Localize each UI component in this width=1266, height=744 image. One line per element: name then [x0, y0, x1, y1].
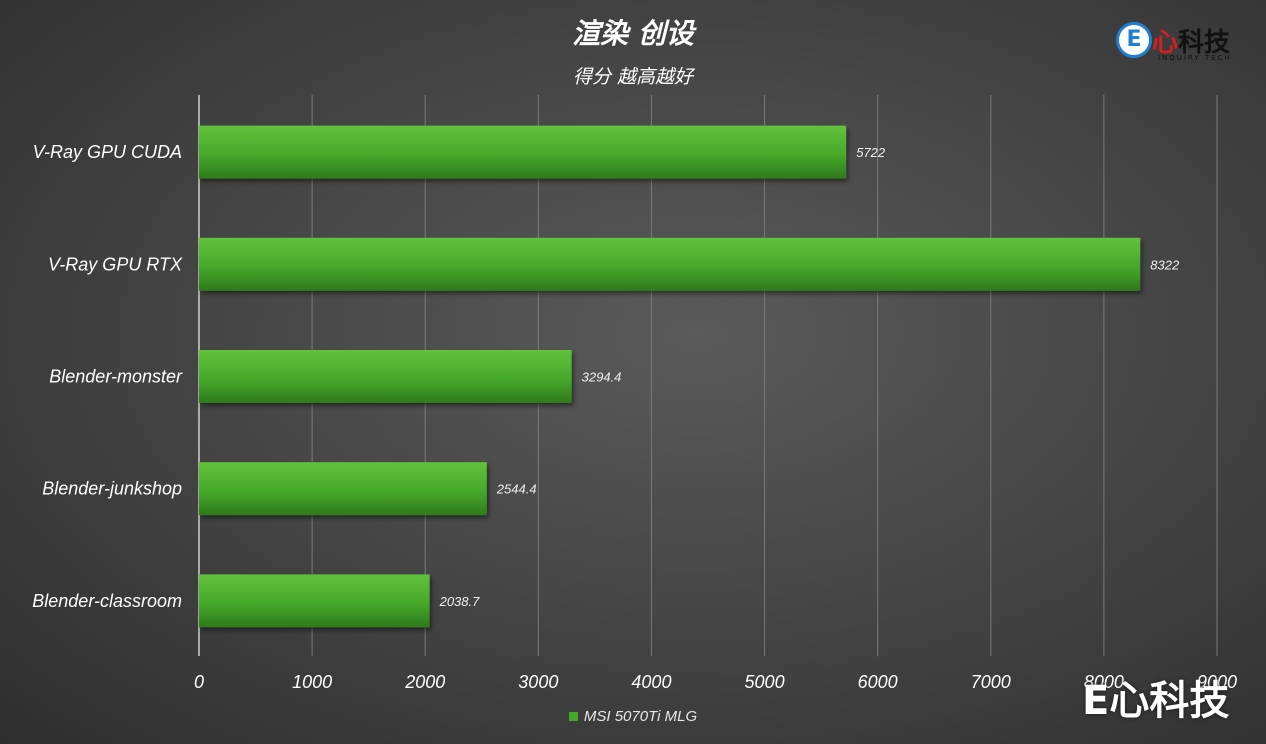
- data-label: 2038.7: [439, 594, 481, 609]
- logo-brand-text: 心科技: [1152, 22, 1230, 59]
- x-tick-label: 0: [194, 672, 204, 692]
- logo-heart: 心: [1152, 28, 1179, 58]
- x-tick-label: 8000: [1084, 672, 1124, 692]
- bar: [199, 574, 430, 628]
- x-tick-label: 7000: [971, 672, 1011, 692]
- x-tick-label: 5000: [745, 672, 785, 692]
- data-label: 5722: [856, 145, 886, 160]
- category-label: V-Ray GPU CUDA: [33, 142, 182, 162]
- logo-tagline: INQUIRY TECH: [1158, 54, 1232, 62]
- logo-brand: 科技: [1178, 28, 1231, 58]
- category-label: Blender-junkshop: [42, 479, 182, 499]
- category-label: Blender-classroom: [32, 591, 182, 611]
- logo-e-icon: E: [1116, 22, 1152, 58]
- bar: [199, 125, 847, 179]
- bar: [199, 237, 1141, 291]
- bar: [199, 350, 572, 403]
- x-tick-label: 1000: [292, 672, 332, 692]
- data-label: 3294.4: [582, 370, 622, 385]
- chart-subtitle: 得分 越高越好: [572, 66, 694, 88]
- x-tick-label: 2000: [404, 672, 445, 692]
- x-tick-label: 3000: [518, 672, 558, 692]
- category-label: Blender-monster: [49, 367, 183, 387]
- category-label: V-Ray GPU RTX: [48, 254, 183, 274]
- legend-swatch: [568, 712, 578, 721]
- brand-logo: E 心科技 INQUIRY TECH: [1114, 20, 1244, 64]
- legend-label: MSI 5070Ti MLG: [583, 708, 698, 725]
- data-label: 8322: [1150, 257, 1180, 272]
- x-tick-label: 6000: [858, 672, 898, 692]
- x-tick-label: 9000: [1197, 672, 1237, 692]
- chart-legend: MSI 5070Ti MLG: [0, 708, 1266, 725]
- data-label: 2544.4: [496, 482, 537, 497]
- x-tick-label: 4000: [631, 672, 671, 692]
- chart-title: 渲染 创设: [572, 17, 694, 50]
- bar: [199, 462, 487, 516]
- watermark: E心科技: [1082, 678, 1230, 724]
